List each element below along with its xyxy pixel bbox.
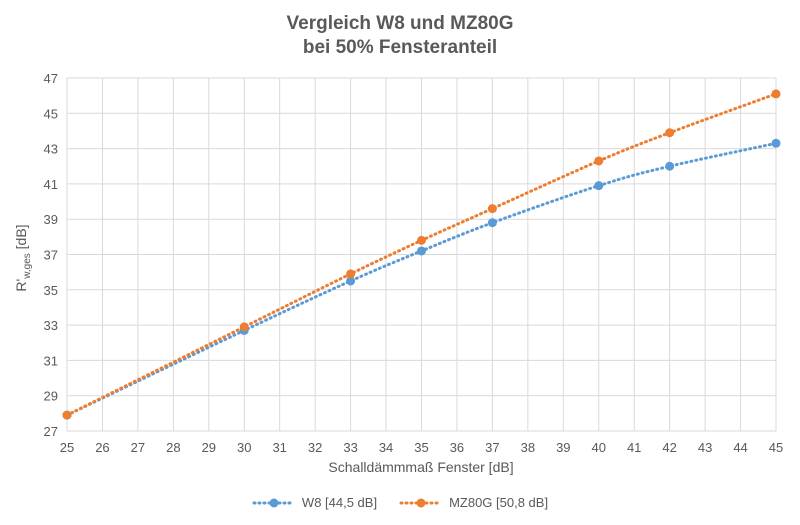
- series-layer: [62, 89, 781, 420]
- y-tick-label: 45: [44, 106, 58, 121]
- x-tick-label: 44: [733, 440, 747, 455]
- data-point: [417, 235, 426, 245]
- x-tick-label: 38: [521, 440, 535, 455]
- data-point: [417, 246, 426, 256]
- x-tick-label: 39: [556, 440, 570, 455]
- y-tick-labels: 27 29 31 33 35 37 39 41 43 45 47: [44, 71, 58, 439]
- data-point: [346, 276, 356, 286]
- y-tick-label: 39: [44, 212, 58, 227]
- legend: W8 [44,5 dB] MZ80G [50,8 dB]: [0, 495, 800, 510]
- data-point: [771, 138, 781, 148]
- y-tick-label: 29: [44, 389, 58, 404]
- series-line: [65, 92, 778, 417]
- data-point: [487, 204, 497, 214]
- series-1: [62, 89, 781, 420]
- y-tick-label: 27: [44, 424, 58, 439]
- y-axis-title-main: R': [13, 279, 29, 292]
- x-tick-label: 28: [166, 440, 180, 455]
- x-tick-label: 43: [698, 440, 712, 455]
- data-point: [346, 269, 356, 279]
- y-tick-label: 41: [44, 177, 58, 192]
- y-tick-label: 33: [44, 318, 58, 333]
- legend-marker: [252, 498, 296, 507]
- x-tick-label: 41: [627, 440, 641, 455]
- data-point: [771, 89, 781, 99]
- y-axis-title: R'w,ges [dB]: [13, 224, 33, 291]
- x-tick-label: 32: [308, 440, 322, 455]
- x-tick-label: 29: [202, 440, 216, 455]
- chart-title: Vergleich W8 und MZ80G bei 50% Fensteran…: [0, 12, 800, 60]
- x-tick-labels: 25 26 27 28 29 30 31 32 33 34 35 36 37 38 39 40 41 42 43 44…: [60, 440, 783, 455]
- series-line: [65, 141, 778, 417]
- x-tick-label: 34: [379, 440, 393, 455]
- data-point: [665, 161, 675, 171]
- data-point: [594, 156, 604, 166]
- x-tick-label: 40: [592, 440, 606, 455]
- y-axis-title-unit: [dB]: [13, 224, 29, 253]
- x-tick-label: 45: [769, 440, 783, 455]
- data-point: [487, 218, 497, 228]
- data-point: [62, 410, 72, 420]
- y-tick-label: 35: [44, 283, 58, 298]
- y-tick-label: 31: [44, 353, 58, 368]
- x-tick-label: 37: [485, 440, 499, 455]
- chart-title-line-2: bei 50% Fensteranteil: [302, 37, 498, 58]
- legend-item: W8 [44,5 dB]: [252, 495, 377, 510]
- x-tick-label: 36: [450, 440, 464, 455]
- x-tick-label: 33: [343, 440, 357, 455]
- legend-label: MZ80G [50,8 dB]: [449, 495, 549, 510]
- x-tick-label: 31: [272, 440, 286, 455]
- data-point: [239, 322, 249, 332]
- x-tick-label: 27: [131, 440, 145, 455]
- legend-marker: [399, 498, 443, 507]
- legend-item: MZ80G [50,8 dB]: [399, 495, 548, 510]
- data-point: [594, 181, 604, 191]
- y-tick-label: 47: [44, 71, 58, 86]
- data-point: [665, 128, 675, 138]
- x-tick-label: 25: [60, 440, 74, 455]
- x-tick-label: 42: [662, 440, 676, 455]
- x-tick-label: 35: [414, 440, 428, 455]
- x-axis-title: Schalldämmmaß Fenster [dB]: [328, 459, 513, 475]
- x-tick-label: 30: [237, 440, 251, 455]
- x-tick-label: 26: [95, 440, 109, 455]
- y-axis-title-subscript: w,ges: [22, 253, 33, 280]
- y-tick-label: 43: [44, 142, 58, 157]
- legend-label: W8 [44,5 dB]: [301, 495, 378, 510]
- chart-title-line-1: Vergleich W8 und MZ80G: [286, 13, 514, 34]
- y-tick-label: 37: [44, 248, 58, 263]
